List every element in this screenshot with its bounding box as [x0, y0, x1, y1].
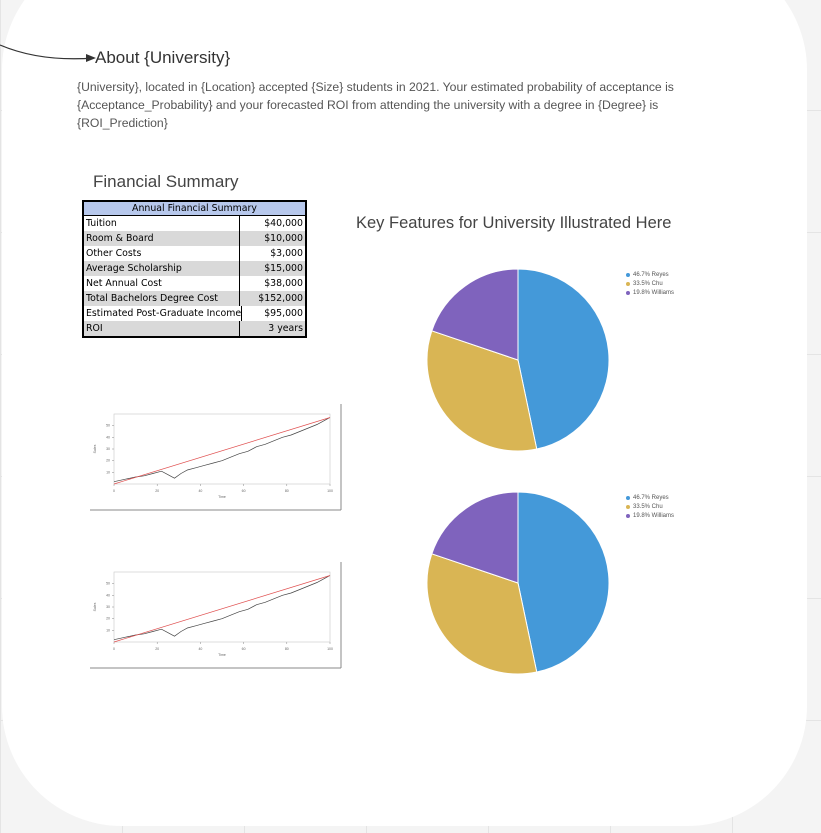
- x-tick-label: 0: [113, 647, 115, 651]
- y-tick-label: 30: [106, 447, 110, 451]
- y-tick-label: 50: [106, 582, 110, 586]
- chart-background: [88, 560, 344, 670]
- row-value: $152,000: [258, 293, 303, 304]
- financial-summary-table: Annual Financial Summary Tuition $40,000…: [82, 200, 307, 338]
- y-tick-label: 40: [106, 593, 110, 597]
- legend-item: 46.7% Reyes: [626, 493, 674, 502]
- row-value: $15,000: [264, 263, 303, 274]
- pie-slice: [426, 553, 538, 675]
- legend-item: 33.5% Chu: [626, 502, 674, 511]
- row-value: 3 years: [268, 323, 303, 334]
- row-label: Total Bachelors Degree Cost: [84, 291, 240, 306]
- x-tick-label: 40: [198, 489, 202, 493]
- pie-slice: [431, 491, 519, 584]
- connector-arrow: [0, 44, 96, 62]
- trend-line: [113, 575, 331, 643]
- trend-line: [113, 417, 331, 485]
- pie-slice: [517, 491, 610, 673]
- row-value: $3,000: [270, 248, 303, 259]
- row-label: Room & Board: [84, 231, 240, 246]
- line-chart-1: 0 20 40 60 80 100 10 20 30 40 50 Time Sales: [88, 402, 344, 512]
- row-label: Other Costs: [84, 246, 240, 261]
- x-tick-label: 0: [113, 489, 115, 493]
- legend-label: 19.8% Williams: [633, 289, 675, 296]
- table-header: Annual Financial Summary: [84, 202, 305, 216]
- table-row: Average Scholarship $15,000: [84, 261, 305, 276]
- y-tick-label: 20: [106, 459, 110, 463]
- page-title: About {University}: [95, 48, 231, 67]
- table-row: Other Costs $3,000: [84, 246, 305, 261]
- about-description: {University}, located in {Location} acce…: [77, 80, 674, 130]
- x-tick-label: 60: [242, 489, 246, 493]
- x-tick-label: 20: [155, 647, 159, 651]
- y-tick-label: 40: [106, 435, 110, 439]
- table-row: Tuition $40,000: [84, 216, 305, 231]
- x-tick-label: 80: [285, 489, 289, 493]
- row-label: ROI: [84, 321, 240, 336]
- x-axis-label: Time: [218, 495, 226, 499]
- legend-dot: [626, 272, 630, 277]
- table-row: Room & Board $10,000: [84, 231, 305, 246]
- data-series-line: [113, 417, 331, 483]
- row-label: Tuition: [84, 216, 240, 231]
- legend-label: 33.5% Chu: [633, 280, 663, 287]
- row-label: Net Annual Cost: [84, 276, 240, 291]
- row-value: $38,000: [264, 278, 303, 289]
- row-value: $95,000: [264, 308, 303, 319]
- legend-item: 33.5% Chu: [626, 279, 674, 288]
- legend-label: 33.5% Chu: [633, 503, 663, 510]
- legend-dot: [626, 495, 630, 500]
- legend-dot: [626, 290, 630, 295]
- x-axis-label: Time: [218, 653, 226, 657]
- pie-slice: [517, 268, 610, 450]
- pie-slice: [426, 330, 538, 452]
- legend-label: 19.8% Williams: [633, 512, 675, 519]
- pie-chart-2: [426, 491, 610, 675]
- legend-dot: [626, 281, 630, 286]
- legend-label: 46.7% Reyes: [633, 494, 669, 501]
- x-tick-label: 100: [327, 647, 333, 651]
- table-row: ROI 3 years: [84, 321, 305, 336]
- y-tick-label: 10: [106, 628, 110, 632]
- x-tick-label: 80: [285, 647, 289, 651]
- x-tick-label: 40: [198, 647, 202, 651]
- key-features-title: Key Features for University Illustrated …: [356, 214, 672, 232]
- line-chart-2: 0 20 40 60 80 100 10 20 30 40 50 Time Sales: [88, 560, 344, 670]
- y-tick-label: 50: [106, 424, 110, 428]
- row-label: Average Scholarship: [84, 261, 240, 276]
- table-row: Estimated Post-Graduate Income $95,000: [84, 306, 305, 321]
- legend-dot: [626, 513, 630, 518]
- legend-label: 46.7% Reyes: [633, 271, 669, 278]
- legend-dot: [626, 504, 630, 509]
- table-row: Net Annual Cost $38,000: [84, 276, 305, 291]
- y-tick-label: 20: [106, 617, 110, 621]
- pie-legend-2: 46.7% Reyes 33.5% Chu 19.8% Williams: [626, 493, 674, 520]
- x-tick-label: 100: [327, 489, 333, 493]
- y-axis-label: Sales: [93, 602, 97, 611]
- row-label: Estimated Post-Graduate Income: [86, 306, 243, 321]
- financial-summary-title: Financial Summary: [93, 172, 239, 191]
- row-value: $40,000: [264, 218, 303, 229]
- legend-item: 19.8% Williams: [626, 511, 674, 520]
- y-tick-label: 30: [106, 605, 110, 609]
- pie-slice: [431, 268, 519, 361]
- data-series-line: [113, 575, 331, 641]
- x-tick-label: 60: [242, 647, 246, 651]
- legend-item: 19.8% Williams: [626, 288, 674, 297]
- x-tick-label: 20: [155, 489, 159, 493]
- pie-legend-1: 46.7% Reyes 33.5% Chu 19.8% Williams: [626, 270, 674, 297]
- row-value: $10,000: [264, 233, 303, 244]
- chart-background: [88, 402, 344, 512]
- y-tick-label: 10: [106, 470, 110, 474]
- table-row: Total Bachelors Degree Cost $152,000: [84, 291, 305, 306]
- y-axis-label: Sales: [93, 444, 97, 453]
- pie-chart-1: [426, 268, 610, 452]
- legend-item: 46.7% Reyes: [626, 270, 674, 279]
